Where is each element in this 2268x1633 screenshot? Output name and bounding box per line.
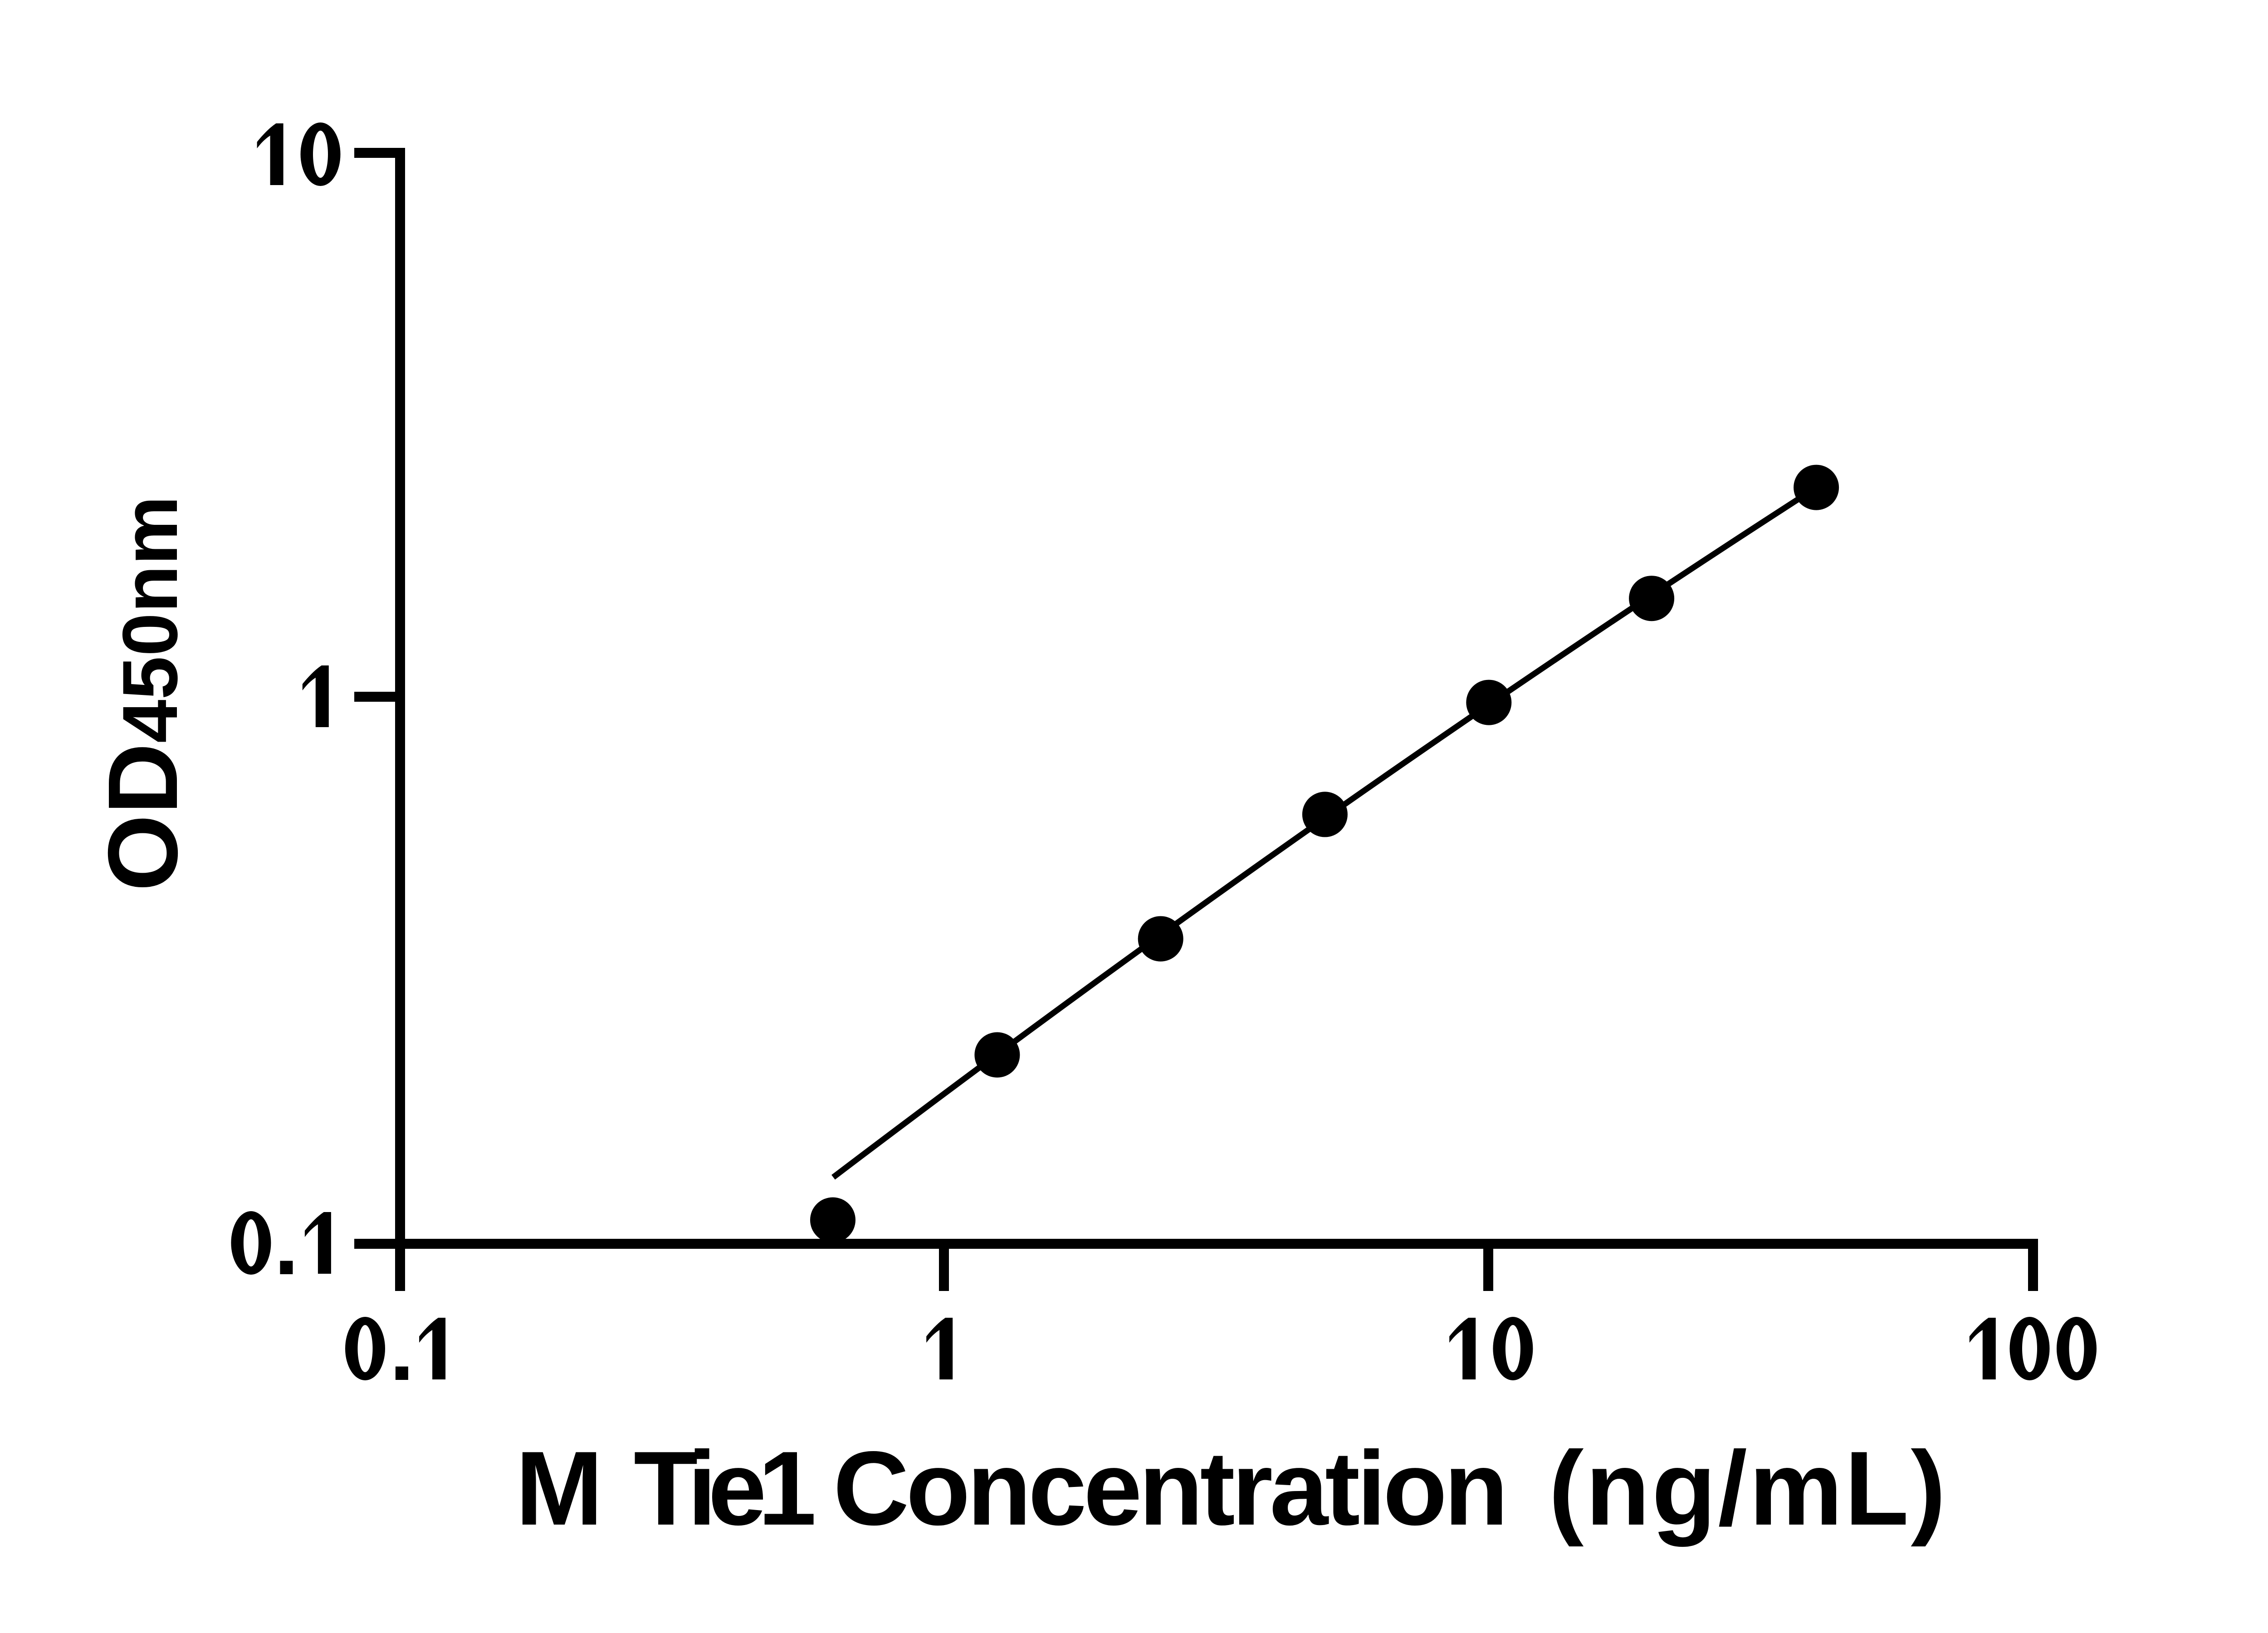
svg-text:(ng/mL): (ng/mL) <box>1549 1430 1948 1547</box>
svg-text:Tie1: Tie1 <box>634 1430 814 1547</box>
svg-text:Concentration: Concentration <box>833 1430 1505 1547</box>
svg-text:M: M <box>515 1430 603 1547</box>
svg-text:.: . <box>274 1193 299 1293</box>
svg-text:.: . <box>389 1299 414 1399</box>
svg-text:OD450nm: OD450nm <box>88 496 198 891</box>
